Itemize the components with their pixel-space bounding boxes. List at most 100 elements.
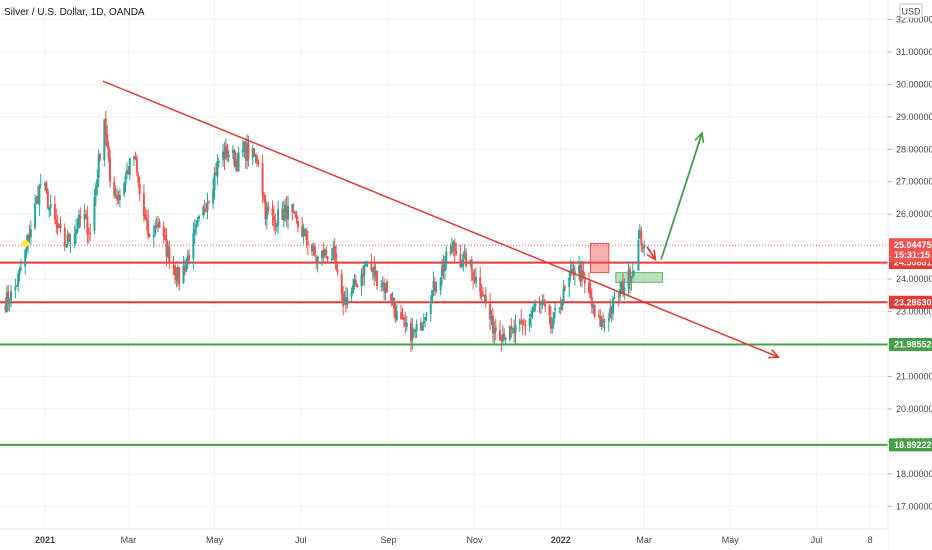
candle-body (414, 330, 417, 332)
candle-body (439, 277, 442, 291)
price-tick-label: 31.00000 (896, 47, 932, 57)
level-price-label: 24.50881 (894, 258, 932, 268)
candle-body (65, 244, 68, 248)
candle-body (356, 284, 359, 288)
price-axis[interactable]: 32.00000 31.00000 30.00000 29.00000 28.00000… (888, 14, 932, 511)
projection-arrowhead[interactable] (694, 131, 705, 144)
down-arrow[interactable] (646, 246, 657, 261)
candle-body (134, 156, 137, 160)
price-tick-label: 27.00000 (896, 177, 932, 187)
candle-body (157, 223, 160, 226)
highlight-marker[interactable] (21, 239, 29, 247)
time-axis-background[interactable] (0, 529, 888, 550)
candle-body (391, 298, 394, 301)
candle-body (281, 208, 284, 220)
candle-body (255, 156, 258, 163)
candle-body (599, 316, 602, 327)
candle-body (301, 226, 304, 237)
time-axis[interactable]: 2021 Mar May Jul Sep Nov 2022 Mar May Jul 8 (35, 535, 873, 545)
candle-body (17, 273, 20, 286)
candle-body (490, 315, 493, 319)
candle-body (77, 214, 80, 229)
candle-body (267, 206, 270, 211)
candle-body (63, 227, 66, 246)
candle-body (381, 283, 384, 286)
candle-body (563, 286, 566, 289)
highlight-zones[interactable] (589, 242, 663, 283)
candle-body (103, 119, 106, 161)
candle-body (186, 255, 189, 262)
candle-body (549, 316, 552, 329)
candle-body (340, 273, 343, 295)
candle-body (442, 264, 445, 271)
candle-body (335, 253, 338, 270)
candle-body (609, 308, 612, 318)
candle-body (544, 303, 547, 307)
candle-body (498, 330, 501, 340)
candle-body (292, 211, 295, 213)
level-price-tag (889, 295, 932, 309)
candle-body (14, 286, 17, 291)
candle-body (145, 218, 148, 221)
candle-body (93, 197, 96, 231)
candle-body (630, 278, 633, 282)
time-tick-label: May (722, 535, 740, 545)
candle-body (400, 312, 403, 319)
trendline-arrowhead[interactable] (768, 349, 781, 359)
candle-body (539, 303, 542, 305)
candle-body (449, 250, 452, 254)
candle-body (56, 222, 59, 229)
candle-body (231, 150, 234, 153)
down-arrowhead[interactable] (646, 249, 657, 262)
drawing-tools[interactable] (21, 80, 781, 359)
candle-body (246, 144, 249, 162)
candle-body (36, 195, 39, 204)
candle-body (296, 221, 299, 228)
currency-button[interactable]: USD (899, 3, 923, 19)
candle-body (192, 232, 195, 260)
candle-body (4, 305, 7, 311)
candle-body (117, 197, 120, 201)
candle-body (265, 207, 268, 220)
candle-body (162, 226, 165, 237)
candle-body (627, 269, 630, 289)
candle-body (214, 172, 217, 176)
projection-arrow[interactable] (660, 132, 703, 260)
candle-body (354, 280, 357, 285)
level-price-label: 18.89222 (894, 440, 932, 450)
candle-body (152, 234, 155, 238)
candle-body (390, 293, 393, 302)
zone-rectangle[interactable] (589, 242, 610, 274)
candle-body (277, 209, 280, 226)
candle-body (188, 255, 191, 260)
candle-body (264, 199, 267, 219)
trendline[interactable] (102, 80, 779, 358)
candle-body (590, 297, 593, 307)
candle-body (154, 225, 157, 234)
candle-body (79, 216, 82, 219)
candle-body (311, 244, 314, 252)
candle-body (35, 197, 38, 204)
candle-body (588, 282, 591, 292)
candle-body (275, 225, 278, 227)
candle-body (443, 263, 446, 272)
candle-body (49, 204, 52, 208)
candle-body (363, 265, 366, 276)
candle-body (133, 156, 136, 159)
level-price-tag (889, 438, 932, 452)
candle-body (29, 229, 32, 237)
candle-body (75, 229, 78, 235)
candle-body (364, 265, 367, 267)
price-axis-background[interactable] (888, 0, 932, 550)
candle-body (168, 246, 171, 264)
candle-body (241, 149, 244, 153)
candle-body (465, 252, 468, 266)
zone-rectangle[interactable] (615, 272, 663, 283)
horizontal-levels[interactable] (0, 244, 888, 446)
candle-body (59, 224, 62, 229)
level-price-label: 21.98552 (894, 339, 932, 349)
candle-body (44, 182, 46, 186)
candle-body (15, 285, 18, 287)
candle-body (561, 301, 564, 310)
